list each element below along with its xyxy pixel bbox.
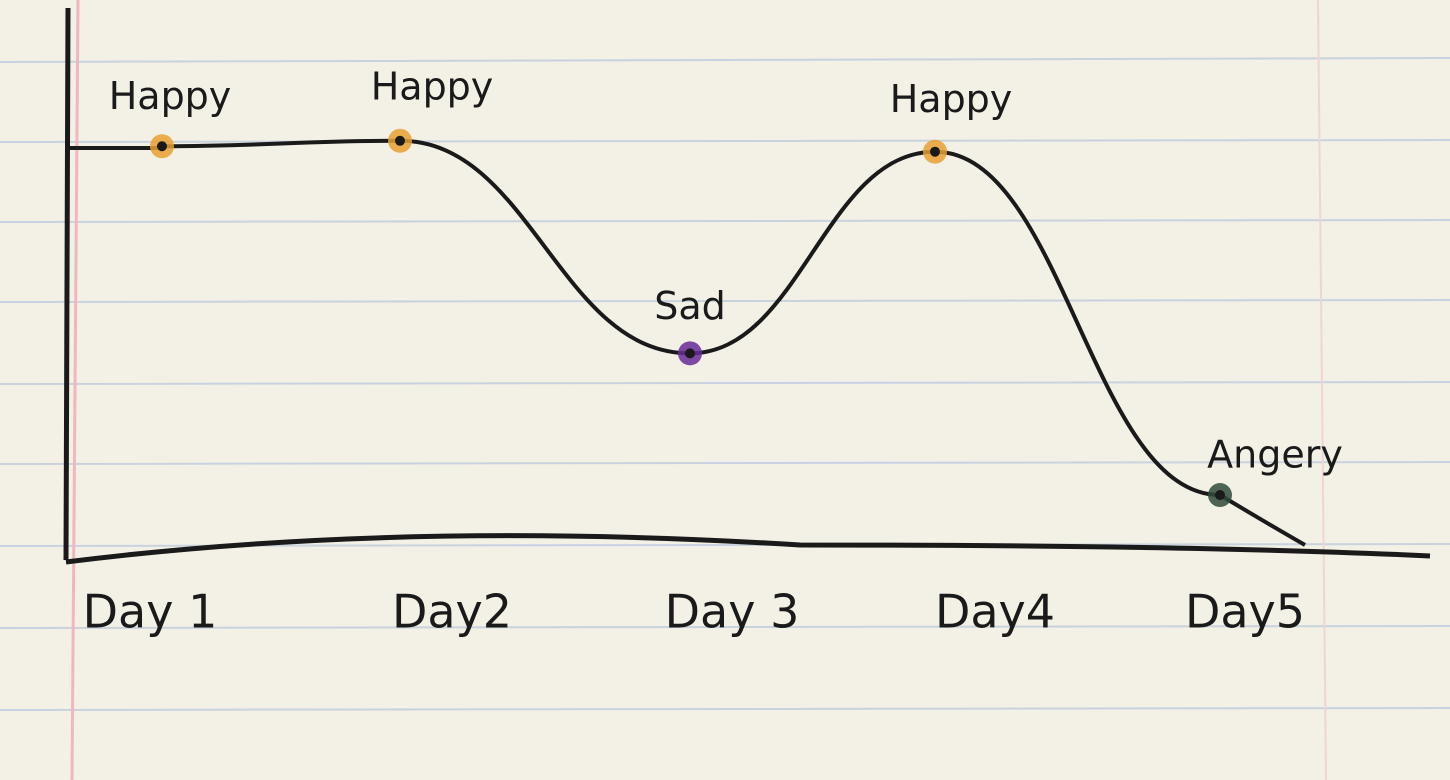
- point-label: Sad: [654, 284, 726, 328]
- chart: Day 1 Day2 Day 3 Day4 Day5 Happy Happy Sad Happy…: [0, 0, 1450, 780]
- point-core: [395, 136, 405, 146]
- x-tick-label: Day2: [392, 585, 512, 639]
- point-label: Happy: [109, 74, 232, 118]
- y-axis: [66, 8, 68, 560]
- page: {"chart_data": {"type": "line", "categor…: [0, 0, 1450, 780]
- point-label: Happy: [890, 77, 1013, 121]
- x-tick-label: Day5: [1185, 585, 1305, 639]
- x-tick-label: Day 1: [83, 585, 218, 639]
- point-label: Happy: [371, 64, 494, 108]
- point-core: [157, 141, 167, 151]
- x-tick-label: Day 3: [665, 585, 800, 639]
- point-core: [685, 348, 695, 358]
- x-tick-label: Day4: [935, 585, 1055, 639]
- point-core: [930, 147, 940, 157]
- point-core: [1215, 490, 1225, 500]
- point-label: Angery: [1207, 433, 1343, 477]
